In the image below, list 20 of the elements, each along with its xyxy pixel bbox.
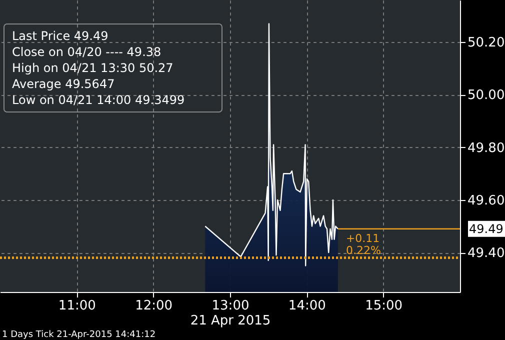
y-tick-label: 49.40: [468, 246, 505, 262]
x-tick-label: 14:00: [288, 298, 326, 314]
x-axis-title: 21 Apr 2015: [190, 314, 271, 328]
y-tick-label: 49.60: [468, 193, 505, 208]
annotation: 0.22%: [346, 244, 381, 257]
ref-line-label: 49.49: [469, 222, 504, 236]
x-tick-label: 13:00: [212, 298, 250, 314]
text: 1 Days Tick 21-Apr-2015 14:41:12: [2, 330, 156, 340]
annotation: High on 04/21 13:30 50.27: [12, 61, 174, 75]
annotation: Low on 04/21 14:00 49.3499: [12, 93, 185, 107]
annotation: Average 49.5647: [12, 77, 115, 91]
y-tick-label: 50.00: [468, 88, 505, 104]
y-tick-label: 50.20: [468, 36, 505, 51]
annotation: +0.11: [346, 232, 380, 245]
x-tick-label: 15:00: [365, 298, 403, 314]
annotation: Close on 04/20 ---- 49.38: [12, 45, 162, 59]
x-tick-label: 11:00: [58, 298, 96, 314]
y-tick-label: 49.80: [468, 140, 505, 156]
x-tick-label: 12:00: [135, 298, 173, 314]
annotation: Last Price 49.49: [12, 29, 108, 43]
